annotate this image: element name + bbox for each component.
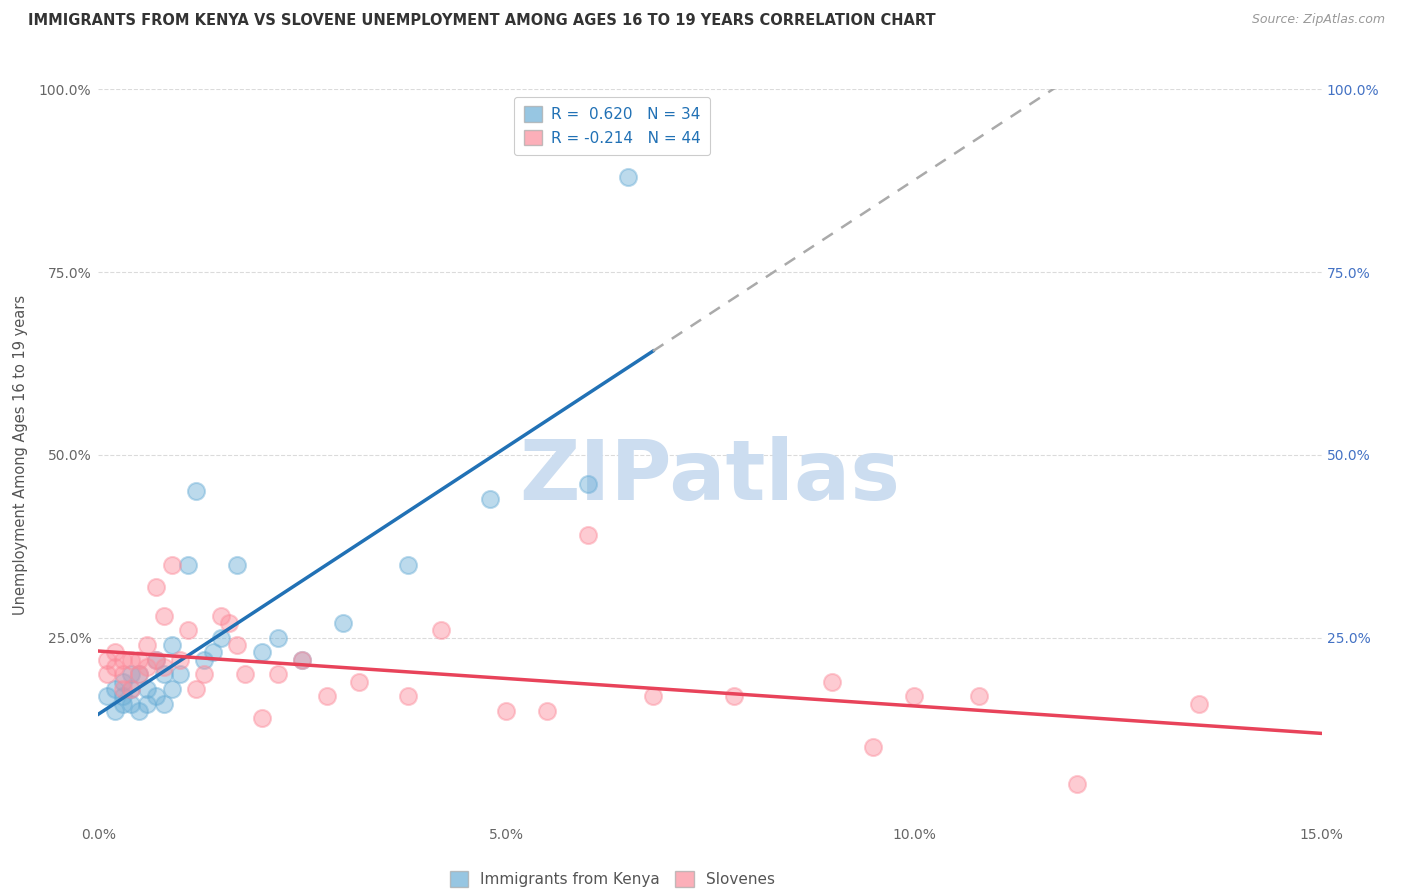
Point (291, 653, 314, 667)
Text: IMMIGRANTS FROM KENYA VS SLOVENE UNEMPLOYMENT AMONG AGES 16 TO 19 YEARS CORRELAT: IMMIGRANTS FROM KENYA VS SLOVENE UNEMPLO… (28, 13, 936, 29)
Y-axis label: Unemployment Among Ages 16 to 19 years: Unemployment Among Ages 16 to 19 years (13, 295, 28, 615)
Point (111, 697, 134, 711)
Point (478, 491, 501, 506)
Point (862, 740, 884, 755)
Point (967, 690, 990, 704)
Point (152, 608, 174, 623)
Point (201, 645, 224, 659)
Point (291, 653, 314, 667)
Point (128, 704, 150, 718)
Point (120, 653, 142, 667)
Point (177, 558, 200, 572)
Point (209, 631, 232, 645)
Point (169, 667, 191, 681)
Point (136, 697, 159, 711)
Point (186, 484, 208, 499)
Point (218, 616, 240, 631)
Point (1066, 777, 1088, 791)
Point (617, 169, 640, 184)
Point (226, 638, 249, 652)
Point (111, 653, 134, 667)
Point (430, 624, 453, 638)
Point (396, 690, 419, 704)
Point (396, 558, 419, 572)
Point (96, 690, 118, 704)
Point (111, 681, 134, 696)
Point (136, 681, 159, 696)
Point (104, 681, 127, 696)
Point (536, 704, 558, 718)
Point (495, 704, 517, 718)
Point (145, 653, 167, 667)
Point (128, 667, 150, 681)
Point (152, 667, 174, 681)
Point (120, 681, 142, 696)
Point (111, 690, 134, 704)
Point (169, 653, 191, 667)
Point (641, 690, 664, 704)
Point (111, 667, 134, 681)
Point (152, 660, 174, 674)
Point (193, 667, 215, 681)
Point (104, 645, 127, 659)
Point (160, 681, 183, 696)
Point (96, 653, 118, 667)
Point (193, 653, 215, 667)
Point (723, 690, 745, 704)
Point (267, 667, 290, 681)
Point (111, 674, 134, 689)
Point (349, 674, 371, 689)
Point (250, 711, 273, 725)
Point (821, 674, 844, 689)
Point (576, 528, 599, 542)
Point (128, 653, 150, 667)
Point (160, 558, 183, 572)
Point (903, 690, 925, 704)
Point (233, 667, 256, 681)
Point (120, 681, 142, 696)
Point (267, 631, 290, 645)
Point (209, 608, 232, 623)
Point (128, 667, 150, 681)
Point (136, 638, 159, 652)
Point (120, 697, 142, 711)
Point (96, 667, 118, 681)
Point (104, 660, 127, 674)
Point (177, 624, 200, 638)
Point (104, 704, 127, 718)
Point (145, 690, 167, 704)
Point (136, 660, 159, 674)
Point (160, 638, 183, 652)
Point (1188, 697, 1211, 711)
Legend: Immigrants from Kenya, Slovenes: Immigrants from Kenya, Slovenes (443, 865, 780, 892)
Point (120, 667, 142, 681)
Text: ZIPatlas: ZIPatlas (520, 436, 900, 517)
Point (332, 616, 354, 631)
Point (576, 477, 599, 491)
Point (186, 681, 208, 696)
Point (145, 580, 167, 594)
Point (152, 697, 174, 711)
Point (250, 645, 273, 659)
Point (226, 558, 249, 572)
Point (315, 690, 337, 704)
Text: Source: ZipAtlas.com: Source: ZipAtlas.com (1251, 13, 1385, 27)
Point (145, 653, 167, 667)
